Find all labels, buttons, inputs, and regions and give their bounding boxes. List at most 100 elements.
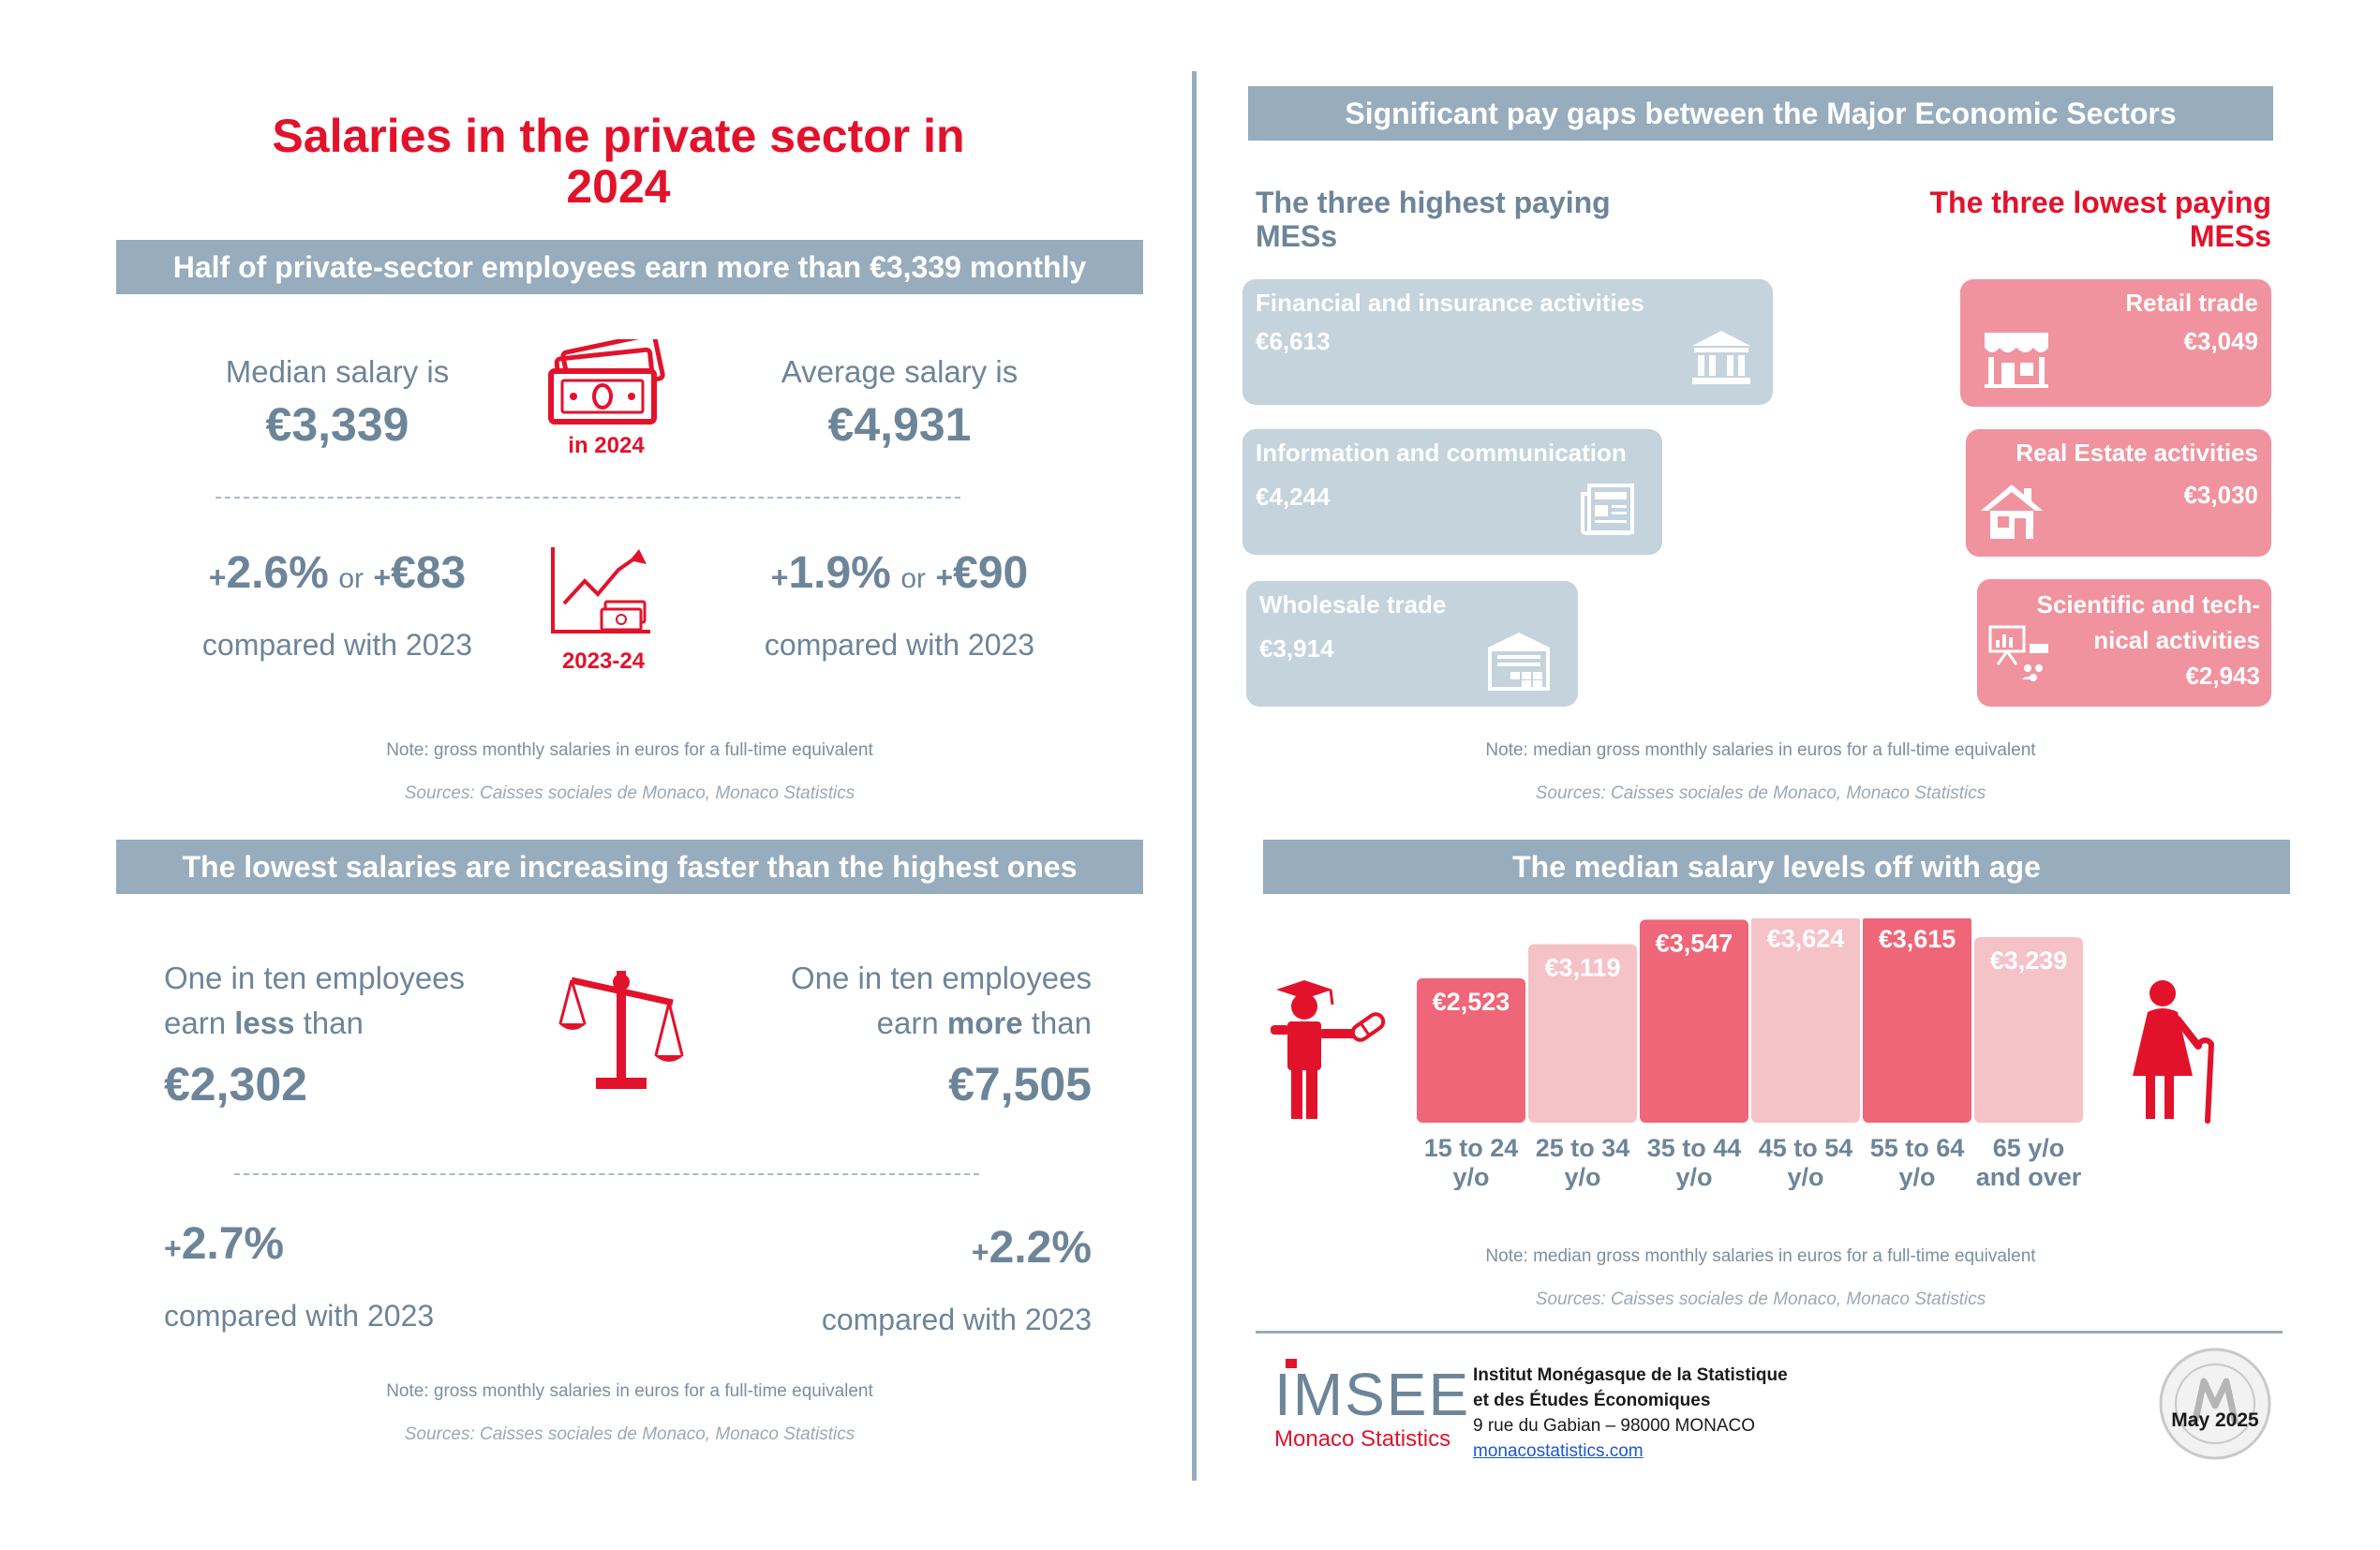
website-link[interactable]: monacostatistics.com: [1473, 1441, 1644, 1461]
average-change: +1.9% or +€90: [712, 547, 1087, 599]
sector-name-line1: Scientific and tech-: [2036, 590, 2260, 619]
age-category-label: y/o: [1787, 1163, 1823, 1190]
age-category-label: 35 to 44: [1647, 1134, 1742, 1162]
monaco-statistics-seal: [2157, 1346, 2273, 1462]
newspaper-icon: [1580, 483, 1636, 542]
banknotes-caption: in 2024: [568, 433, 645, 458]
highest-paying-title-line1: The three highest paying: [1256, 186, 1611, 219]
sector-name: Information and communication: [1256, 439, 1627, 467]
sector-card-information: Information and communication €4,244: [1242, 429, 1662, 555]
emphasis-less: less: [234, 1006, 295, 1040]
sector-name: Financial and insurance activities: [1256, 289, 1644, 317]
age-category-label: 15 to 24: [1424, 1134, 1519, 1162]
median-compared-text: compared with 2023: [201, 628, 473, 662]
trend-caption: 2023-24: [561, 648, 646, 674]
house-icon: [1979, 483, 2045, 545]
imsee-logo-sub: Monaco Statistics: [1274, 1426, 1451, 1452]
median-change: +2.6% or +€83: [169, 547, 506, 599]
high-decile-change: +2.2%: [811, 1222, 1092, 1274]
average-compared-text: compared with 2023: [764, 628, 1035, 662]
or-word: or: [900, 563, 926, 594]
column-divider: [1192, 71, 1197, 1481]
age-category-label: 45 to 54: [1759, 1134, 1853, 1162]
average-change-eur: €90: [953, 548, 1029, 598]
sector-value: €2,943: [2185, 662, 2260, 690]
age-bar-value-label: €2,523: [1433, 988, 1510, 1016]
scales-icon: [558, 965, 684, 1096]
emphasis-more: more: [946, 1006, 1023, 1040]
banknotes-icon: [545, 332, 667, 433]
high-decile-line2: earn more than: [698, 1001, 1092, 1046]
average-change-pct: 1.9%: [788, 548, 891, 598]
plus-sign: +: [935, 560, 954, 594]
text-fragment: than: [294, 1006, 364, 1040]
presentation-icon: [1988, 623, 2050, 699]
elderly-woman-icon: [2127, 978, 2221, 1125]
org-name-line1: Institut Monégasque de la Statistique: [1473, 1365, 1788, 1385]
section2-source: Sources: Caisses sociales de Monaco, Mon…: [404, 1424, 855, 1444]
median-salary-value: €3,339: [265, 398, 409, 451]
sector-card-scientific: Scientific and tech- nical activities €2…: [1977, 579, 2271, 707]
section1-note: Note: gross monthly salaries in euros fo…: [386, 740, 873, 760]
age-bar-value-label: €3,615: [1879, 925, 1956, 953]
highest-paying-title: The three highest paying MESs: [1256, 186, 1611, 253]
section1-header: Half of private-sector employees earn mo…: [116, 240, 1143, 294]
sector-value: €3,914: [1259, 634, 1334, 663]
section4-source: Sources: Caisses sociales de Monaco, Mon…: [1535, 1289, 1986, 1309]
text-fragment: earn: [164, 1006, 235, 1040]
age-category-label: 25 to 34: [1536, 1134, 1630, 1162]
or-word: or: [338, 563, 364, 594]
median-change-pct: 2.6%: [226, 548, 329, 598]
graduate-icon: [1265, 975, 1387, 1125]
median-change-eur: €83: [391, 548, 467, 598]
highest-paying-title-line2: MESs: [1256, 219, 1338, 253]
org-address: 9 rue du Gabian – 98000 MONACO: [1473, 1416, 1756, 1436]
age-bar: [1640, 919, 1748, 1123]
section3-source: Sources: Caisses sociales de Monaco, Mon…: [1535, 783, 1986, 803]
age-bar: [1751, 918, 1860, 1123]
sector-value: €6,613: [1256, 327, 1331, 355]
plus-sign: +: [971, 1235, 989, 1269]
sector-value: €3,030: [2183, 481, 2258, 509]
low-decile-text: One in ten employees earn less than: [164, 956, 558, 1046]
page-title-line2: 2024: [566, 160, 671, 213]
section1-source: Sources: Caisses sociales de Monaco, Mon…: [404, 783, 855, 803]
average-salary-value: €4,931: [827, 398, 972, 451]
high-decile-change-pct: 2.2%: [989, 1223, 1092, 1273]
plus-sign: +: [373, 560, 392, 594]
text-fragment: earn: [876, 1006, 947, 1040]
age-category-label: y/o: [1452, 1163, 1489, 1190]
age-bar-value-label: €3,547: [1656, 929, 1733, 957]
low-decile-compared: compared with 2023: [164, 1299, 435, 1333]
footer-divider: [1256, 1331, 2283, 1334]
divider: [216, 497, 960, 499]
org-name-line2: et des Études Économiques: [1473, 1391, 1711, 1410]
average-salary-label: Average salary is: [781, 354, 1019, 389]
age-category-label: and over: [1976, 1163, 2082, 1190]
page-title: Salaries in the private sector in 2024: [112, 111, 1124, 212]
lowest-paying-title-line2: MESs: [2189, 219, 2271, 253]
high-decile-compared: compared with 2023: [821, 1303, 1092, 1336]
imsee-logo-accent: [1286, 1359, 1297, 1368]
section4-header: The median salary levels off with age: [1263, 840, 2290, 894]
age-bar: [1528, 944, 1637, 1123]
age-category-label: y/o: [1564, 1163, 1600, 1190]
section3-note: Note: median gross monthly salaries in e…: [1485, 740, 2036, 760]
bank-icon: [1690, 329, 1752, 390]
age-bar-value-label: €3,624: [1767, 925, 1845, 953]
high-decile-text: One in ten employees earn more than: [698, 956, 1092, 1046]
high-decile-line1: One in ten employees: [790, 961, 1092, 995]
imsee-logo-text: IMSEE: [1274, 1361, 1471, 1428]
section4-note: Note: median gross monthly salaries in e…: [1485, 1246, 2036, 1266]
publication-date: May 2025: [2171, 1409, 2259, 1431]
age-category-label: 65 y/o: [1993, 1134, 2065, 1162]
institute-info: Institut Monégasque de la Statistique et…: [1473, 1363, 1788, 1464]
sector-name: Real Estate activities: [2016, 439, 2258, 467]
age-category-label: y/o: [1898, 1163, 1935, 1190]
median-salary-label: Median salary is: [225, 354, 450, 389]
section3-header: Significant pay gaps between the Major E…: [1248, 86, 2273, 141]
age-bar: [1974, 937, 2083, 1123]
age-category-label: y/o: [1675, 1163, 1712, 1190]
low-decile-line1: One in ten employees: [164, 961, 466, 995]
sector-name: Wholesale trade: [1259, 590, 1447, 619]
